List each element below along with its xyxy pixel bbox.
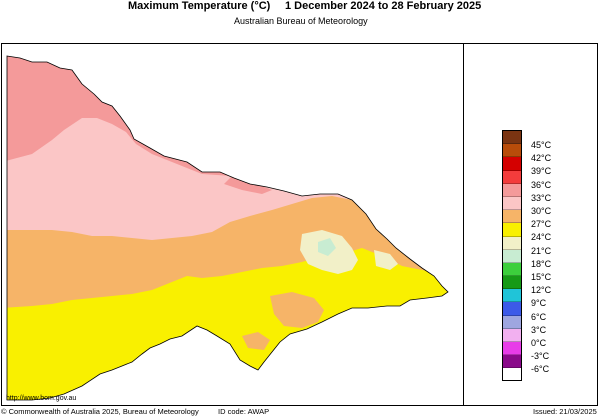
band-21-24-south — [152, 348, 166, 360]
legend-label-0: 0°C — [531, 338, 547, 348]
legend-swatch-18 — [503, 249, 521, 263]
issued-date-text: Issued: 21/03/2025 — [533, 407, 597, 416]
legend-swatch-9 — [503, 289, 521, 303]
legend-colorbar — [502, 130, 522, 381]
legend-label-42: 42°C — [531, 153, 552, 163]
legend-swatch-15 — [503, 262, 521, 277]
legend-swatch-45 — [503, 131, 521, 145]
legend-swatch-12 — [503, 276, 521, 290]
band-27-30-coast — [242, 332, 270, 350]
legend-swatch-36 — [503, 170, 521, 184]
legend-label-6: 6°C — [531, 312, 547, 322]
legend-label-36: 36°C — [531, 180, 552, 190]
legend-label-33: 33°C — [531, 193, 552, 203]
band-18-21 — [318, 238, 336, 256]
victoria-temperature-map — [6, 55, 449, 401]
map-subtitle: Australian Bureau of Meteorology — [234, 16, 368, 26]
source-url: http://www.bom.gov.au — [6, 395, 77, 402]
title-date-range: 1 December 2024 to 28 February 2025 — [285, 0, 482, 12]
legend-divider — [463, 43, 464, 406]
legend-label-12: 12°C — [531, 285, 552, 295]
band-33-36-east — [224, 176, 272, 194]
title-text: Maximum Temperature (°C) — [128, 0, 271, 12]
id-code-text: ID code: AWAP — [218, 407, 270, 416]
legend-label-3: 3°C — [531, 325, 547, 335]
legend-swatch-30 — [503, 196, 521, 211]
legend-label-27: 27°C — [531, 219, 552, 229]
copyright-text: © Commonwealth of Australia 2025, Bureau… — [1, 407, 199, 416]
legend-swatch-33 — [503, 183, 521, 197]
band-21-24-east — [374, 250, 398, 270]
legend-swatch-minus6 — [503, 355, 521, 369]
legend-label-24: 24°C — [531, 232, 552, 242]
legend-swatch-minus3 — [503, 342, 521, 356]
legend-swatch-3 — [503, 315, 521, 329]
legend-label-21: 21°C — [531, 246, 552, 256]
legend-label-15: 15°C — [531, 272, 552, 282]
legend-label-39: 39°C — [531, 166, 552, 176]
legend-label-9: 9°C — [531, 298, 547, 308]
legend-swatch-24 — [503, 223, 521, 237]
legend-swatch-27 — [503, 210, 521, 224]
legend-label-minus6: -6°C — [531, 364, 550, 374]
legend-swatch-39 — [503, 157, 521, 171]
legend-swatch-6 — [503, 302, 521, 316]
legend-label-18: 18°C — [531, 259, 552, 269]
legend-label-45: 45°C — [531, 140, 552, 150]
band-27-30-south — [270, 292, 324, 328]
map-title: Maximum Temperature (°C) 1 December 2024… — [0, 0, 599, 14]
legend-swatch-0 — [503, 328, 521, 342]
legend-swatch-21 — [503, 236, 521, 250]
legend-label-30: 30°C — [531, 206, 552, 216]
legend-label-minus3: -3°C — [531, 351, 550, 361]
legend-swatch-42 — [503, 144, 521, 158]
